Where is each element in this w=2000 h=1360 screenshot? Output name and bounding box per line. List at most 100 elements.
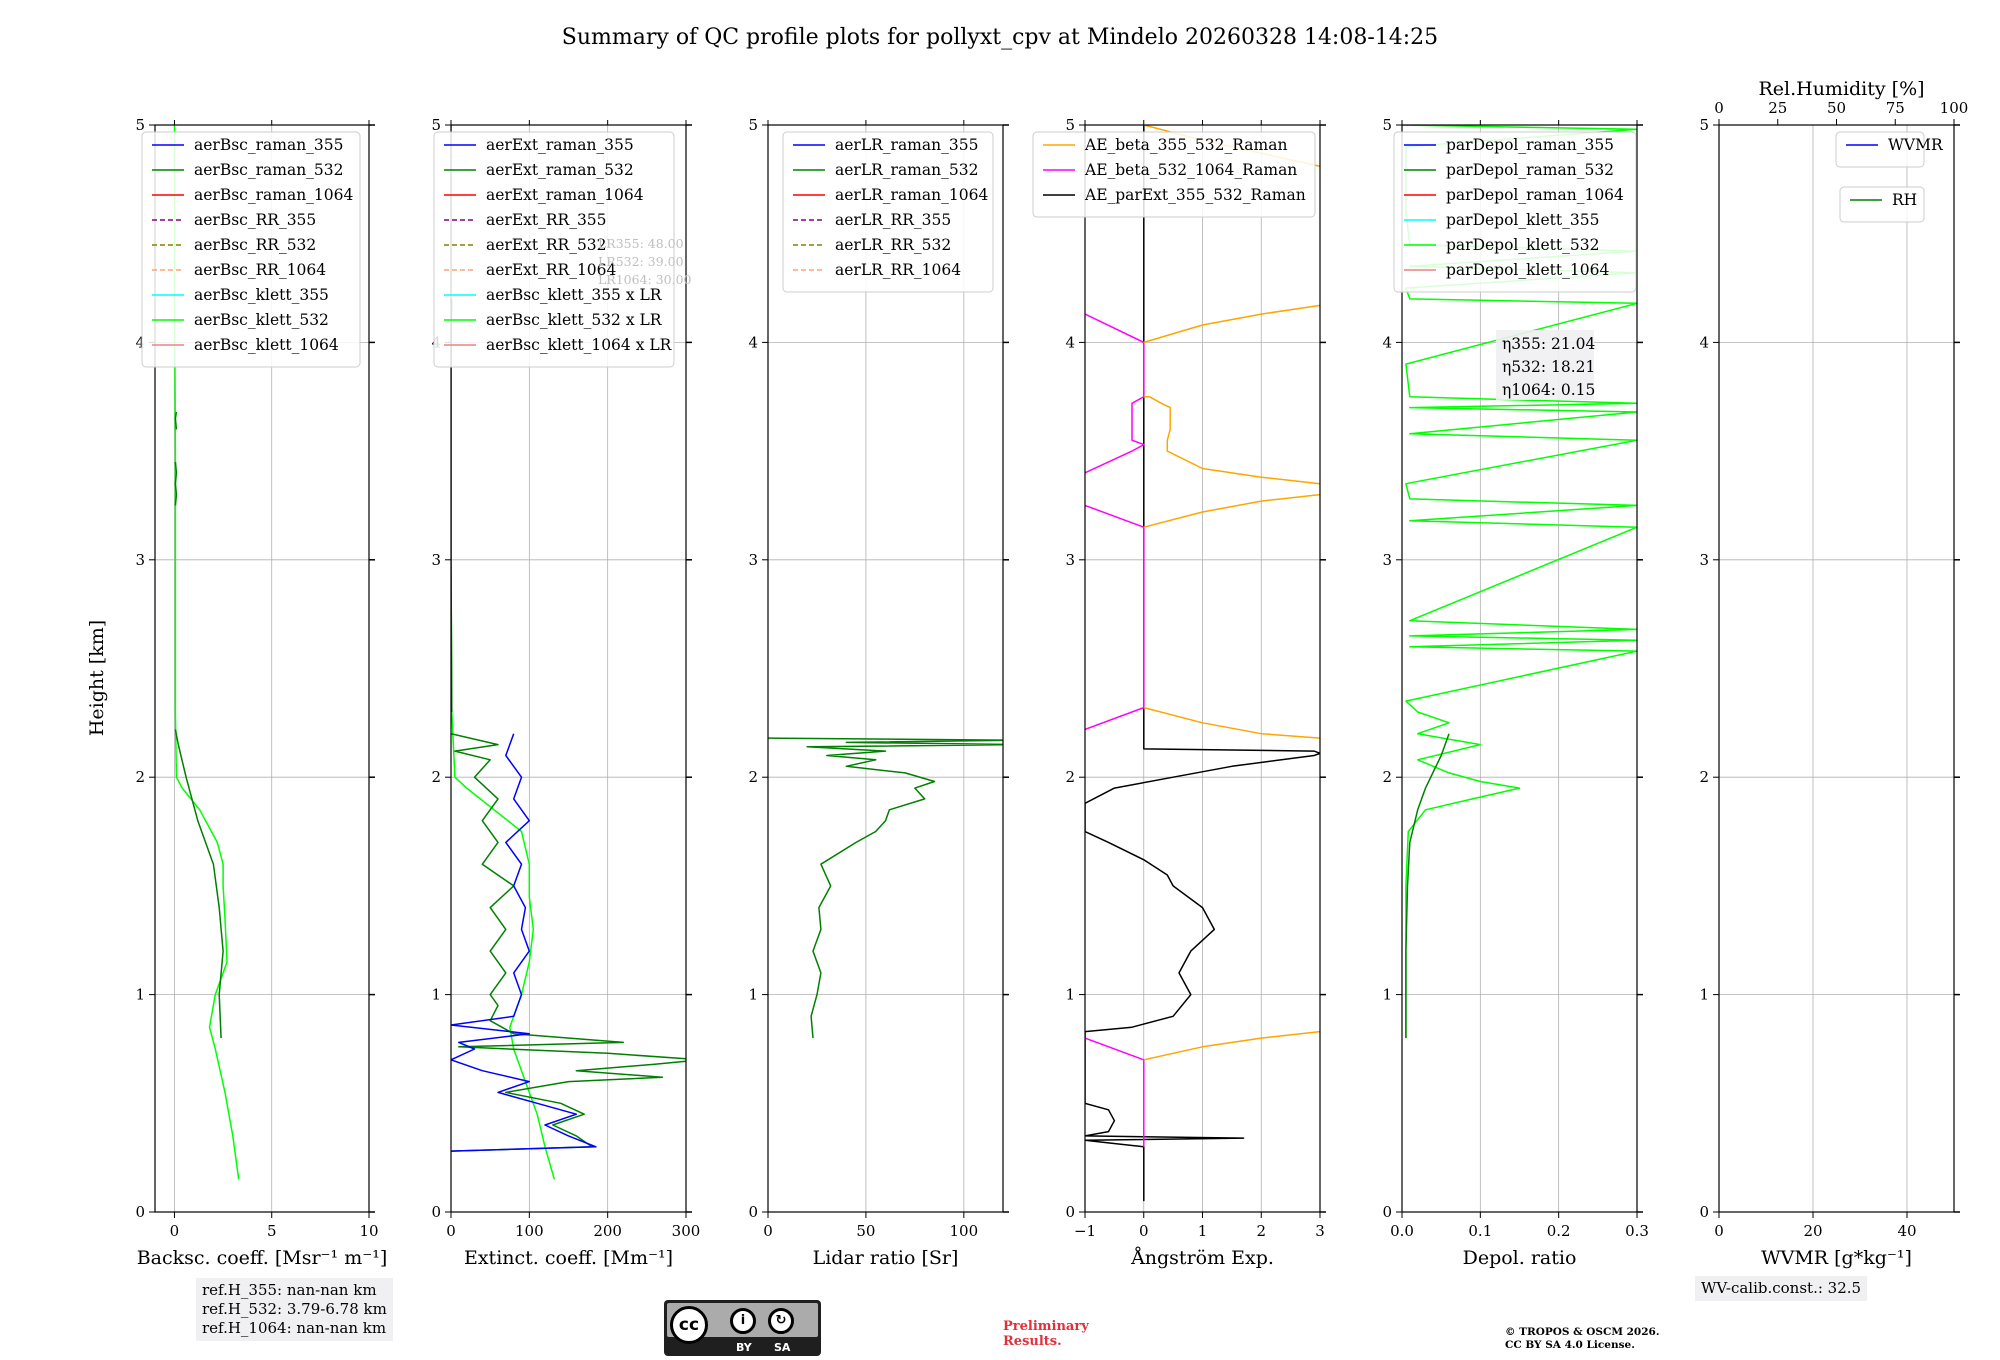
y-tick-label: 1 — [748, 986, 758, 1004]
y-tick-label: 1 — [1382, 986, 1392, 1004]
legend-label: parDepol_klett_1064 — [1446, 261, 1609, 279]
x-tick-label: 0.0 — [1390, 1222, 1414, 1240]
panel-wvmr: 0 20 40 0 1 2 3 4 5 WVMR [g*kg⁻¹] 0 25 50 75 100 Rel.Hu… — [1699, 78, 1968, 1269]
lr-label: LR355: 48.00 — [598, 236, 684, 251]
cc-license-badge: cc i ↻ BY SA — [664, 1300, 821, 1356]
legend-label: aerBsc_klett_532 — [194, 311, 329, 329]
y-tick-label: 5 — [1382, 116, 1392, 134]
x-tick-label: 0 — [1139, 1222, 1149, 1240]
y-tick-label: 0 — [1699, 1203, 1709, 1221]
legend-label: aerLR_raman_1064 — [835, 186, 988, 204]
copyright-line-2: CC BY SA 4.0 License. — [1505, 1339, 1635, 1351]
x-tick-label: 100 — [515, 1222, 544, 1240]
legend-label: parDepol_klett_355 — [1446, 211, 1599, 229]
y-tick-label: 2 — [431, 768, 441, 786]
series-AE_beta_355_532_Raman_1 — [1143, 1030, 1320, 1061]
series-group — [1402, 125, 1637, 1039]
lr-label: LR1064: 30.00 — [598, 272, 692, 287]
x-axis-label-backscatter: Backsc. coeff. [Msr⁻¹ m⁻¹] — [137, 1247, 388, 1269]
top-x-tick-label: 0 — [1714, 99, 1724, 117]
legend-label: parDepol_klett_532 — [1446, 236, 1599, 254]
ref-height-532: ref.H_532: 3.79-6.78 km — [202, 1300, 387, 1318]
series-parDepol_raman_532 — [1405, 733, 1450, 1039]
y-tick-label: 5 — [1065, 116, 1075, 134]
y-tick-label: 5 — [1699, 116, 1709, 134]
x-axis-label-wvmr: WVMR [g*kg⁻¹] — [1761, 1247, 1912, 1269]
x-tick-label: −1 — [1074, 1222, 1096, 1240]
by-icon: i — [730, 1308, 756, 1334]
top-x-tick-label: 75 — [1886, 99, 1905, 117]
y-axis-label: Height [km] — [86, 620, 108, 736]
x-tick-label: 1 — [1198, 1222, 1208, 1240]
legend-label: aerExt_RR_355 — [486, 211, 607, 229]
y-tick-label: 2 — [748, 768, 758, 786]
panel-lidar_ratio: 0 50 100 0 1 2 3 4 5 Lidar ratio [Sr] aerLR_raman_… — [748, 116, 1009, 1269]
x-tick-label: 0 — [170, 1222, 180, 1240]
eta-label: η355: 21.04 — [1502, 335, 1596, 353]
series-aerBsc_raman_532 — [174, 729, 224, 1039]
y-tick-label: 1 — [431, 986, 441, 1004]
legend-wvmr: RH — [1839, 186, 1925, 223]
x-axis-label-depol: Depol. ratio — [1463, 1247, 1577, 1269]
series-AE_beta_355_532_Raman_3 — [1143, 493, 1320, 528]
preliminary-note: Preliminary Results. — [1003, 1319, 1089, 1349]
legend-label: aerLR_raman_355 — [835, 136, 978, 154]
legend-label: aerLR_RR_532 — [835, 236, 951, 254]
panel-extinction: 0100200300012345Extinct. coeff. [Mm⁻¹]ae… — [431, 116, 700, 1269]
axes-frame — [1401, 124, 1638, 1213]
y-tick-label: 3 — [135, 551, 145, 569]
series-AE_beta_532_1064_Raman_3 — [1085, 313, 1145, 474]
legend-label: aerExt_raman_1064 — [486, 186, 644, 204]
eta-box — [1496, 330, 1594, 400]
preliminary-line-2: Results. — [1003, 1334, 1062, 1349]
legend-backscatter: aerBsc_raman_355 aerBsc_raman_532 aerBsc_r… — [141, 131, 361, 368]
y-tick-label: 4 — [1382, 333, 1392, 351]
eta-label: η532: 18.21 — [1502, 358, 1595, 376]
y-tick-label: 1 — [135, 986, 145, 1004]
cc-icon: cc — [670, 1306, 708, 1344]
legend-label: aerBsc_klett_1064 x LR — [486, 336, 673, 354]
legend-wvmr: WVMR — [1835, 131, 1944, 168]
y-tick-label: 0 — [135, 1203, 145, 1221]
x-tick-label: 3 — [1315, 1222, 1325, 1240]
legend-label: WVMR — [1888, 136, 1944, 154]
x-tick-label: 100 — [950, 1222, 979, 1240]
y-tick-label: 4 — [1065, 333, 1075, 351]
legend-box — [141, 131, 361, 368]
axes-frame — [767, 124, 1004, 1213]
y-tick-label: 0 — [748, 1203, 758, 1221]
y-tick-label: 0 — [431, 1203, 441, 1221]
legend-label: aerBsc_klett_355 x LR — [486, 286, 663, 304]
series-aerExt_raman_355 — [451, 733, 597, 1152]
legend-depol: parDepol_raman_355 parDepol_raman_532 parD… — [1393, 131, 1637, 293]
legend-label: parDepol_raman_1064 — [1446, 186, 1624, 204]
x-tick-label: 40 — [1897, 1222, 1916, 1240]
y-tick-label: 0 — [1382, 1203, 1392, 1221]
series-AE_beta_355_532_Raman_2 — [1143, 706, 1320, 739]
top-x-axis-label: Rel.Humidity [%] — [1758, 78, 1924, 100]
cc-by-label: BY — [736, 1341, 752, 1354]
series-aerBsc_raman_532_upper — [174, 461, 178, 506]
y-tick-label: 2 — [1065, 768, 1075, 786]
legend-label: aerBsc_raman_1064 — [194, 186, 354, 204]
x-tick-label: 2 — [1256, 1222, 1266, 1240]
ref-height-box: ref.H_355: nan-nan km ref.H_532: 3.79-6.… — [196, 1278, 393, 1341]
legend-label: aerBsc_raman_355 — [194, 136, 344, 154]
legend-label: aerBsc_klett_532 x LR — [486, 311, 663, 329]
preliminary-line-1: Preliminary — [1003, 1319, 1089, 1334]
x-tick-label: 50 — [856, 1222, 875, 1240]
legend-box — [1839, 186, 1925, 223]
copyright-note: © TROPOS & OSCM 2026. CC BY SA 4.0 Licen… — [1505, 1326, 1660, 1352]
y-tick-label: 2 — [135, 768, 145, 786]
y-tick-label: 5 — [431, 116, 441, 134]
x-tick-label: 10 — [359, 1222, 378, 1240]
y-tick-label: 4 — [1699, 333, 1709, 351]
series-AE_beta_532_1064_Raman_2 — [1085, 504, 1145, 731]
copyright-line-1: © TROPOS & OSCM 2026. — [1505, 1326, 1660, 1338]
legend-label: aerBsc_klett_1064 — [194, 336, 339, 354]
legend-label: aerExt_RR_1064 — [486, 261, 617, 279]
legend-extinction: aerExt_raman_355 aerExt_raman_532 aerExt_r… — [433, 131, 675, 368]
series-AE_beta_355_532_Raman_4 — [1143, 396, 1320, 485]
legend-label: aerLR_raman_532 — [835, 161, 978, 179]
